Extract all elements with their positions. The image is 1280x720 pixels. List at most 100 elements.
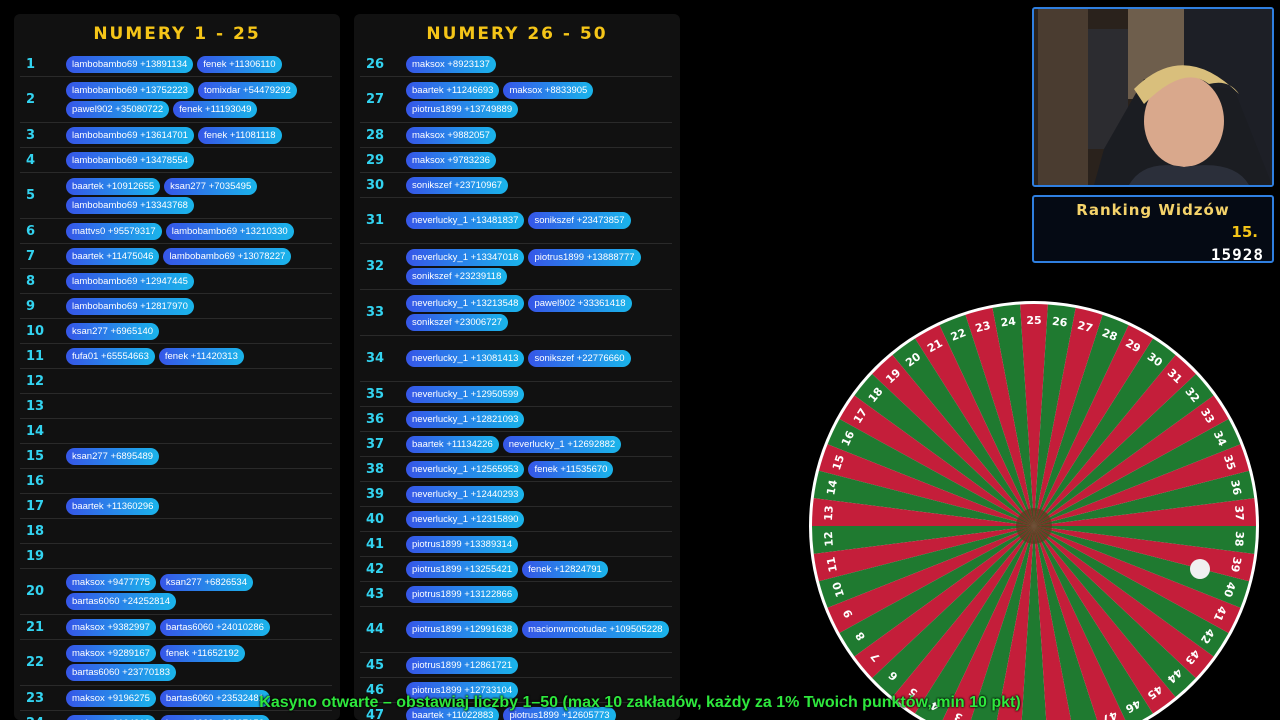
row-number: 17	[26, 498, 45, 514]
number-row-26: 26 maksox +8923137	[360, 52, 672, 77]
webcam-image	[1034, 9, 1272, 185]
number-row-6: 6 mattvs0 +95579317 lambobambo69 +13210330	[20, 219, 332, 244]
wheel-segment-37	[1034, 498, 1256, 526]
bet-pill: baartek +11360296	[66, 497, 160, 515]
row-number: 37	[366, 436, 385, 452]
number-row-38: 38 neverlucky_1 +12565953 fenek +11535670	[360, 457, 672, 482]
number-row-31: 31 neverlucky_1 +13481837 sonikszef +23473…	[360, 198, 672, 244]
number-row-17: 17 baartek +11360296	[20, 494, 332, 519]
panel-title: NUMERY 26 - 50	[426, 24, 608, 44]
number-row-8: 8 lambobambo69 +12947445	[20, 269, 332, 294]
number-row-34: 34 neverlucky_1 +13081413 sonikszef +22776…	[360, 336, 672, 382]
wheel-number: 38	[1232, 531, 1246, 547]
bet-list: lambobambo69 +13891134 fenek +11306110	[66, 55, 332, 73]
bet-pill: lambobambo69 +13891134	[66, 55, 194, 73]
wheel-number: 47	[1100, 708, 1119, 720]
wheel-segment-5	[892, 526, 1034, 714]
number-row-11: 11 fufa01 +65554663 fenek +11420313	[20, 344, 332, 369]
bet-pill: ksan277 +6826534	[159, 573, 253, 591]
bet-pill: ksan277 +7035495	[164, 177, 258, 195]
bet-list: ksan277 +6965140	[66, 322, 332, 340]
bet-list: lambobambo69 +12817970	[66, 297, 332, 315]
bet-pill: piotrus1899 +12991638	[406, 621, 519, 638]
bet-list: maksox +9289167 fenek +11652192 bartas6060…	[66, 644, 332, 681]
wheel-segment-18	[854, 374, 1034, 526]
number-row-1: 1 lambobambo69 +13891134 fenek +11306110	[20, 52, 332, 77]
bet-pill: piotrus1899 +13888777	[528, 248, 641, 266]
wheel-segment-35	[1034, 444, 1250, 526]
bet-pill: fenek +11420313	[158, 347, 244, 365]
wheel-segment-11	[813, 526, 1034, 582]
row-number: 46	[366, 682, 385, 698]
bet-pill: baartek +11475046	[66, 247, 160, 265]
bet-list: piotrus1899 +13255421 fenek +12824791	[406, 560, 672, 578]
number-row-13: 13	[20, 394, 332, 419]
bet-pill: tomixdar +54479292	[197, 81, 297, 99]
wheel-segment-36	[1034, 470, 1255, 526]
wheel-segment-26	[1034, 304, 1076, 526]
bet-pill: piotrus1899 +13749889	[406, 100, 519, 118]
number-row-2: 2 lambobambo69 +13752223 tomixdar +5447929…	[20, 77, 332, 123]
bet-pill: maksox +9104313	[66, 714, 156, 720]
bet-pill: neverlucky_1 +13213548	[406, 294, 525, 312]
bet-list: piotrus1899 +12861721	[406, 656, 672, 674]
number-row-29: 29 maksox +9783236	[360, 148, 672, 173]
bet-pill: bartas6060 +23532481	[159, 689, 270, 707]
wheel-segment-2	[970, 526, 1034, 720]
bet-pill: fenek +11535670	[528, 460, 614, 478]
bet-pill: neverlucky_1 +13481837	[406, 212, 525, 229]
bet-pill: maksox +8833905	[503, 81, 594, 99]
wheel-segment-50	[1021, 526, 1047, 720]
bet-pill: maksox +9382997	[66, 618, 156, 636]
wheel-segment-23	[965, 307, 1034, 526]
wheel-segment-29	[1034, 325, 1153, 526]
wheel-segment-33	[1034, 395, 1229, 526]
bet-list: maksox +9104313bartas6060 +23297156	[66, 714, 332, 720]
bet-pill: piotrus1899 +13122866	[406, 585, 519, 603]
bet-pill: lambobambo69 +13078227	[163, 247, 292, 265]
bet-pill: baartek +11022883	[406, 706, 500, 720]
bet-pill: ksan277 +6895489	[66, 447, 160, 465]
wheel-number: 35	[1221, 453, 1238, 472]
wheel-number: 27	[1076, 319, 1094, 335]
wheel-segment-17	[839, 395, 1034, 526]
number-row-42: 42 piotrus1899 +13255421 fenek +12824791	[360, 557, 672, 582]
wheel-number: 21	[925, 337, 945, 356]
wheel-number: 2	[978, 718, 989, 720]
bet-pill: lambobambo69 +12817970	[66, 297, 194, 315]
row-number: 26	[366, 56, 385, 72]
row-number: 28	[366, 127, 385, 143]
bet-list: piotrus1899 +12991638 macionwmcotudac +10…	[406, 621, 672, 638]
wheel-number: 29	[1123, 337, 1143, 356]
bet-pill: sonikszef +23710967	[406, 176, 509, 194]
wheel-segment-7	[854, 526, 1034, 678]
bet-pill: lambobambo69 +13752223	[66, 81, 194, 99]
wheel-number: 26	[1051, 315, 1068, 330]
row-number: 1	[26, 56, 36, 72]
numbers-panel-1-25: NUMERY 1 - 25 1 lambobambo69 +13891134 fen…	[14, 14, 340, 720]
row-number: 12	[26, 373, 45, 389]
number-row-7: 7 baartek +11475046 lambobambo69 +13078227	[20, 244, 332, 269]
bet-pill: neverlucky_1 +12315890	[406, 510, 525, 528]
bet-pill: bartas6060 +23770183	[66, 663, 176, 681]
wheel-segment-13	[812, 498, 1034, 526]
wheel-number: 16	[839, 428, 857, 448]
wheel-number: 11	[824, 556, 840, 573]
number-row-21: 21 maksox +9382997 bartas6060 +24010286	[20, 615, 332, 640]
number-row-40: 40 neverlucky_1 +12315890	[360, 507, 672, 532]
bet-pill: ksan277 +6965140	[66, 322, 160, 340]
row-number: 11	[26, 348, 45, 364]
wheel-number: 41	[1211, 604, 1229, 623]
bet-list: maksox +8923137	[406, 55, 672, 73]
row-number: 30	[366, 177, 385, 193]
row-number: 29	[366, 152, 385, 168]
bet-pill: neverlucky_1 +12565953	[406, 460, 525, 478]
row-number: 24	[20, 716, 66, 720]
bet-pill: fufa01 +65554663	[66, 347, 155, 365]
wheel-number: 22	[949, 326, 968, 344]
number-row-36: 36 neverlucky_1 +12821093	[360, 407, 672, 432]
wheel-segment-46	[1034, 526, 1153, 720]
wheel-number: 15	[830, 453, 847, 472]
number-row-10: 10 ksan277 +6965140	[20, 319, 332, 344]
wheel-segment-14	[813, 470, 1034, 526]
